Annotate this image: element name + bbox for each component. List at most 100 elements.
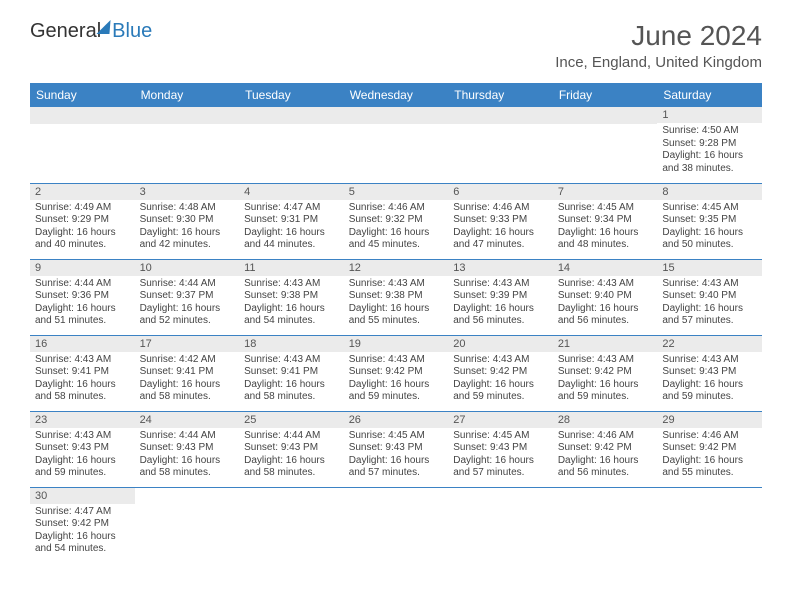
calendar-table: SundayMondayTuesdayWednesdayThursdayFrid…: [30, 83, 762, 563]
weekday-header: Wednesday: [344, 83, 449, 107]
day-details: Sunrise: 4:44 AMSunset: 9:36 PMDaylight:…: [30, 276, 135, 332]
empty-day-header: [30, 107, 135, 124]
day-number: 27: [448, 412, 553, 428]
day-number: 4: [239, 184, 344, 200]
day-number: 30: [30, 488, 135, 504]
weekday-header: Sunday: [30, 83, 135, 107]
calendar-day-cell: [553, 107, 658, 183]
calendar-day-cell: 8Sunrise: 4:45 AMSunset: 9:35 PMDaylight…: [657, 183, 762, 259]
day-details: Sunrise: 4:44 AMSunset: 9:43 PMDaylight:…: [239, 428, 344, 484]
day-details: Sunrise: 4:48 AMSunset: 9:30 PMDaylight:…: [135, 200, 240, 256]
day-details: Sunrise: 4:43 AMSunset: 9:42 PMDaylight:…: [344, 352, 449, 408]
calendar-day-cell: [135, 487, 240, 563]
brand-logo: General Blue: [30, 20, 152, 43]
day-number: 16: [30, 336, 135, 352]
day-number: 19: [344, 336, 449, 352]
day-details: Sunrise: 4:45 AMSunset: 9:35 PMDaylight:…: [657, 200, 762, 256]
calendar-day-cell: 15Sunrise: 4:43 AMSunset: 9:40 PMDayligh…: [657, 259, 762, 335]
empty-day-header: [344, 107, 449, 124]
day-details: Sunrise: 4:46 AMSunset: 9:32 PMDaylight:…: [344, 200, 449, 256]
calendar-day-cell: 23Sunrise: 4:43 AMSunset: 9:43 PMDayligh…: [30, 411, 135, 487]
day-details: Sunrise: 4:43 AMSunset: 9:42 PMDaylight:…: [553, 352, 658, 408]
day-number: 13: [448, 260, 553, 276]
day-number: 6: [448, 184, 553, 200]
calendar-day-cell: 4Sunrise: 4:47 AMSunset: 9:31 PMDaylight…: [239, 183, 344, 259]
month-title: June 2024: [555, 20, 762, 52]
calendar-day-cell: 2Sunrise: 4:49 AMSunset: 9:29 PMDaylight…: [30, 183, 135, 259]
calendar-day-cell: 25Sunrise: 4:44 AMSunset: 9:43 PMDayligh…: [239, 411, 344, 487]
day-details: Sunrise: 4:43 AMSunset: 9:39 PMDaylight:…: [448, 276, 553, 332]
calendar-day-cell: 24Sunrise: 4:44 AMSunset: 9:43 PMDayligh…: [135, 411, 240, 487]
calendar-day-cell: 17Sunrise: 4:42 AMSunset: 9:41 PMDayligh…: [135, 335, 240, 411]
calendar-day-cell: 28Sunrise: 4:46 AMSunset: 9:42 PMDayligh…: [553, 411, 658, 487]
calendar-day-cell: 22Sunrise: 4:43 AMSunset: 9:43 PMDayligh…: [657, 335, 762, 411]
day-details: Sunrise: 4:44 AMSunset: 9:37 PMDaylight:…: [135, 276, 240, 332]
calendar-day-cell: 13Sunrise: 4:43 AMSunset: 9:39 PMDayligh…: [448, 259, 553, 335]
day-number: 29: [657, 412, 762, 428]
calendar-body: 1Sunrise: 4:50 AMSunset: 9:28 PMDaylight…: [30, 107, 762, 563]
calendar-day-cell: 20Sunrise: 4:43 AMSunset: 9:42 PMDayligh…: [448, 335, 553, 411]
calendar-day-cell: [344, 107, 449, 183]
day-number: 20: [448, 336, 553, 352]
day-number: 9: [30, 260, 135, 276]
day-number: 5: [344, 184, 449, 200]
day-details: Sunrise: 4:43 AMSunset: 9:38 PMDaylight:…: [344, 276, 449, 332]
day-number: 22: [657, 336, 762, 352]
calendar-week-row: 1Sunrise: 4:50 AMSunset: 9:28 PMDaylight…: [30, 107, 762, 183]
day-details: Sunrise: 4:45 AMSunset: 9:43 PMDaylight:…: [448, 428, 553, 484]
calendar-day-cell: [657, 487, 762, 563]
day-number: 24: [135, 412, 240, 428]
calendar-day-cell: 1Sunrise: 4:50 AMSunset: 9:28 PMDaylight…: [657, 107, 762, 183]
calendar-day-cell: 14Sunrise: 4:43 AMSunset: 9:40 PMDayligh…: [553, 259, 658, 335]
day-number: 8: [657, 184, 762, 200]
day-details: Sunrise: 4:43 AMSunset: 9:41 PMDaylight:…: [30, 352, 135, 408]
brand-text-general: General: [30, 20, 101, 43]
empty-day-header: [553, 107, 658, 124]
calendar-day-cell: 11Sunrise: 4:43 AMSunset: 9:38 PMDayligh…: [239, 259, 344, 335]
calendar-day-cell: 16Sunrise: 4:43 AMSunset: 9:41 PMDayligh…: [30, 335, 135, 411]
weekday-header: Saturday: [657, 83, 762, 107]
calendar-day-cell: 18Sunrise: 4:43 AMSunset: 9:41 PMDayligh…: [239, 335, 344, 411]
day-number: 14: [553, 260, 658, 276]
calendar-day-cell: 9Sunrise: 4:44 AMSunset: 9:36 PMDaylight…: [30, 259, 135, 335]
day-details: Sunrise: 4:43 AMSunset: 9:40 PMDaylight:…: [657, 276, 762, 332]
brand-text-blue: Blue: [112, 20, 152, 43]
day-number: 2: [30, 184, 135, 200]
day-number: 18: [239, 336, 344, 352]
day-details: Sunrise: 4:46 AMSunset: 9:33 PMDaylight:…: [448, 200, 553, 256]
day-number: 11: [239, 260, 344, 276]
day-number: 10: [135, 260, 240, 276]
weekday-header-row: SundayMondayTuesdayWednesdayThursdayFrid…: [30, 83, 762, 107]
calendar-week-row: 16Sunrise: 4:43 AMSunset: 9:41 PMDayligh…: [30, 335, 762, 411]
calendar-day-cell: 19Sunrise: 4:43 AMSunset: 9:42 PMDayligh…: [344, 335, 449, 411]
empty-day-header: [135, 107, 240, 124]
calendar-day-cell: 21Sunrise: 4:43 AMSunset: 9:42 PMDayligh…: [553, 335, 658, 411]
day-number: 12: [344, 260, 449, 276]
day-details: Sunrise: 4:49 AMSunset: 9:29 PMDaylight:…: [30, 200, 135, 256]
day-details: Sunrise: 4:43 AMSunset: 9:42 PMDaylight:…: [448, 352, 553, 408]
empty-day-header: [448, 107, 553, 124]
title-block: June 2024 Ince, England, United Kingdom: [555, 20, 762, 71]
day-details: Sunrise: 4:43 AMSunset: 9:38 PMDaylight:…: [239, 276, 344, 332]
day-details: Sunrise: 4:43 AMSunset: 9:43 PMDaylight:…: [657, 352, 762, 408]
calendar-day-cell: 6Sunrise: 4:46 AMSunset: 9:33 PMDaylight…: [448, 183, 553, 259]
day-number: 21: [553, 336, 658, 352]
day-number: 17: [135, 336, 240, 352]
day-number: 1: [657, 107, 762, 123]
calendar-day-cell: [239, 487, 344, 563]
day-details: Sunrise: 4:44 AMSunset: 9:43 PMDaylight:…: [135, 428, 240, 484]
calendar-week-row: 23Sunrise: 4:43 AMSunset: 9:43 PMDayligh…: [30, 411, 762, 487]
calendar-day-cell: 26Sunrise: 4:45 AMSunset: 9:43 PMDayligh…: [344, 411, 449, 487]
calendar-day-cell: [239, 107, 344, 183]
calendar-day-cell: 30Sunrise: 4:47 AMSunset: 9:42 PMDayligh…: [30, 487, 135, 563]
weekday-header: Thursday: [448, 83, 553, 107]
day-number: 7: [553, 184, 658, 200]
calendar-day-cell: 7Sunrise: 4:45 AMSunset: 9:34 PMDaylight…: [553, 183, 658, 259]
calendar-week-row: 2Sunrise: 4:49 AMSunset: 9:29 PMDaylight…: [30, 183, 762, 259]
calendar-day-cell: [448, 487, 553, 563]
calendar-day-cell: 27Sunrise: 4:45 AMSunset: 9:43 PMDayligh…: [448, 411, 553, 487]
weekday-header: Tuesday: [239, 83, 344, 107]
day-details: Sunrise: 4:46 AMSunset: 9:42 PMDaylight:…: [553, 428, 658, 484]
day-number: 28: [553, 412, 658, 428]
day-details: Sunrise: 4:43 AMSunset: 9:43 PMDaylight:…: [30, 428, 135, 484]
